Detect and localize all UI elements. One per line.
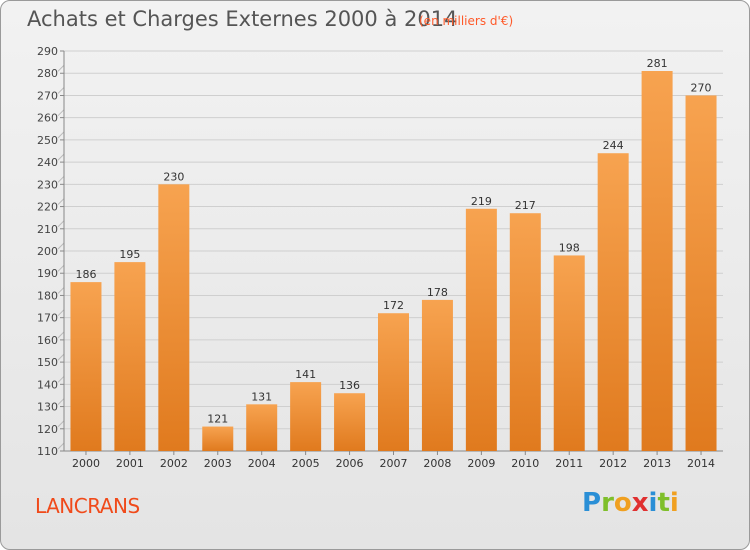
axis-hatch (57, 242, 65, 250)
axis-hatch (57, 153, 65, 161)
data-label: 172 (383, 299, 404, 312)
y-tick-label: 230 (37, 178, 58, 191)
x-tick-label: 2010 (511, 457, 539, 470)
data-label: 178 (427, 286, 448, 299)
bar (641, 71, 673, 451)
x-tick-label: 2013 (643, 457, 671, 470)
data-label: 136 (339, 379, 360, 392)
data-label: 121 (207, 413, 228, 426)
logo-letter: P (582, 488, 602, 518)
chart-subtitle: (en milliers d'€) (419, 14, 514, 28)
logo-letter: r (601, 488, 614, 518)
x-tick-label: 2011 (555, 457, 583, 470)
chart-title: Achats et Charges Externes 2000 à 2014 (27, 7, 458, 31)
y-tick-label: 160 (37, 334, 58, 347)
bar (158, 184, 190, 452)
y-tick-label: 210 (37, 223, 58, 236)
bar (597, 153, 629, 451)
y-tick-label: 220 (37, 201, 58, 214)
y-tick-label: 280 (37, 67, 58, 80)
bar (509, 213, 541, 451)
data-label: 198 (559, 241, 580, 254)
axis-hatch (57, 309, 65, 317)
logo-letter: o (613, 488, 632, 518)
axis-hatch (57, 198, 65, 205)
bars (70, 71, 717, 452)
data-label: 219 (471, 195, 492, 208)
bar (114, 262, 146, 451)
y-tick-label: 240 (37, 156, 58, 169)
bar (553, 255, 585, 451)
x-tick-label: 2000 (72, 457, 100, 470)
data-label: 186 (75, 268, 96, 281)
y-tick-label: 120 (37, 423, 58, 436)
bar (290, 382, 322, 451)
data-label: 195 (119, 248, 140, 261)
bar (202, 426, 234, 451)
y-tick-label: 190 (37, 267, 58, 280)
x-tick-label: 2005 (292, 457, 320, 470)
bar (70, 282, 102, 451)
y-tick-label: 290 (37, 45, 58, 58)
y-tick-label: 270 (37, 89, 58, 102)
y-tick-label: 180 (37, 289, 58, 302)
data-label: 217 (515, 199, 536, 212)
axis-hatch (57, 220, 65, 228)
data-label: 131 (251, 390, 272, 403)
axis-hatch (57, 331, 65, 339)
axis-hatch (57, 264, 65, 272)
logo-letter: i (669, 488, 679, 518)
x-tick-label: 2014 (687, 457, 715, 470)
y-tick-label: 110 (37, 445, 58, 458)
y-tick-label: 250 (37, 134, 58, 147)
logo-letter: i (648, 488, 658, 518)
axis-hatch (57, 287, 65, 294)
axis-hatch (57, 375, 65, 383)
bar (246, 404, 278, 451)
data-label: 270 (691, 81, 712, 94)
data-label: 141 (295, 368, 316, 381)
bar (378, 313, 409, 451)
x-tick-label: 2004 (248, 457, 276, 470)
axis-hatch (57, 109, 65, 117)
axis-hatch (57, 442, 65, 450)
axis-hatch (57, 398, 65, 405)
logo-letter: t (657, 488, 670, 518)
axis-hatch (57, 131, 65, 139)
x-tick-label: 2009 (467, 457, 495, 470)
x-tick-label: 2008 (423, 457, 451, 470)
data-labels: 186 195 230 121 131 141 136 172 178 219 217 198 244 2… (75, 57, 711, 426)
axis-hatch (57, 87, 65, 94)
data-label: 281 (647, 57, 668, 70)
bar (465, 208, 497, 451)
x-tick-label: 2006 (336, 457, 364, 470)
bar (421, 299, 453, 451)
bar (334, 393, 366, 451)
x-axis-ticks: 2000 2001 2002 2003 2004 2005 2006 2007 2008 2009… (72, 451, 715, 470)
bar (685, 95, 717, 451)
axis-hatch (57, 420, 65, 428)
location-label: LANCRANS (35, 494, 140, 518)
y-tick-label: 150 (37, 356, 58, 369)
y-tick-label: 260 (37, 112, 58, 125)
axis-hatch (57, 64, 65, 72)
x-tick-label: 2003 (204, 457, 232, 470)
axis-hatch (57, 353, 65, 361)
x-tick-label: 2007 (380, 457, 408, 470)
data-label: 230 (163, 170, 184, 183)
logo-letter: x (631, 488, 649, 518)
proxiti-logo[interactable]: Proxiti (582, 488, 679, 518)
x-tick-label: 2012 (599, 457, 627, 470)
y-tick-label: 140 (37, 378, 58, 391)
y-tick-label: 170 (37, 312, 58, 325)
axis-hatch (57, 175, 65, 183)
x-tick-label: 2001 (116, 457, 144, 470)
y-tick-label: 200 (37, 245, 58, 258)
x-tick-label: 2002 (160, 457, 188, 470)
data-label: 244 (603, 139, 624, 152)
y-tick-label: 130 (37, 401, 58, 414)
